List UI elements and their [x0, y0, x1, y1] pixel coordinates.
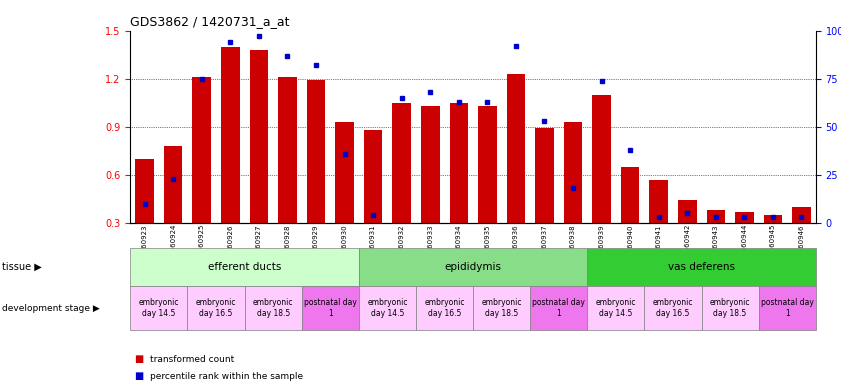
- Bar: [421, 106, 440, 223]
- Bar: [764, 215, 782, 223]
- Bar: [592, 95, 611, 223]
- Text: ■: ■: [135, 371, 144, 381]
- Bar: [478, 106, 497, 223]
- Text: ■: ■: [135, 354, 144, 364]
- Bar: [336, 122, 354, 223]
- Text: tissue ▶: tissue ▶: [2, 262, 41, 272]
- Bar: [735, 212, 754, 223]
- Text: vas deferens: vas deferens: [668, 262, 735, 272]
- Bar: [449, 103, 468, 223]
- Text: percentile rank within the sample: percentile rank within the sample: [150, 372, 303, 381]
- Bar: [563, 122, 582, 223]
- Text: postnatal day
1: postnatal day 1: [532, 298, 585, 318]
- Bar: [706, 210, 725, 223]
- Text: embryonic
day 14.5: embryonic day 14.5: [139, 298, 179, 318]
- Text: postnatal day
1: postnatal day 1: [761, 298, 813, 318]
- Text: embryonic
day 16.5: embryonic day 16.5: [653, 298, 693, 318]
- Bar: [678, 200, 696, 223]
- Text: embryonic
day 18.5: embryonic day 18.5: [710, 298, 750, 318]
- Text: GDS3862 / 1420731_a_at: GDS3862 / 1420731_a_at: [130, 15, 290, 28]
- Bar: [193, 77, 211, 223]
- Text: embryonic
day 14.5: embryonic day 14.5: [595, 298, 636, 318]
- Text: transformed count: transformed count: [150, 354, 234, 364]
- Text: epididymis: epididymis: [445, 262, 501, 272]
- Bar: [649, 180, 668, 223]
- Text: embryonic
day 18.5: embryonic day 18.5: [481, 298, 522, 318]
- Text: embryonic
day 16.5: embryonic day 16.5: [424, 298, 465, 318]
- Text: embryonic
day 16.5: embryonic day 16.5: [196, 298, 236, 318]
- Bar: [535, 128, 553, 223]
- Bar: [792, 207, 811, 223]
- Bar: [135, 159, 154, 223]
- Text: efferent ducts: efferent ducts: [208, 262, 281, 272]
- Bar: [364, 130, 383, 223]
- Bar: [164, 146, 182, 223]
- Bar: [393, 103, 411, 223]
- Bar: [506, 74, 525, 223]
- Bar: [221, 47, 240, 223]
- Bar: [307, 80, 325, 223]
- Text: postnatal day
1: postnatal day 1: [304, 298, 357, 318]
- Text: embryonic
day 18.5: embryonic day 18.5: [253, 298, 294, 318]
- Bar: [278, 77, 297, 223]
- Text: embryonic
day 14.5: embryonic day 14.5: [368, 298, 408, 318]
- Bar: [250, 50, 268, 223]
- Text: development stage ▶: development stage ▶: [2, 304, 99, 313]
- Bar: [621, 167, 639, 223]
